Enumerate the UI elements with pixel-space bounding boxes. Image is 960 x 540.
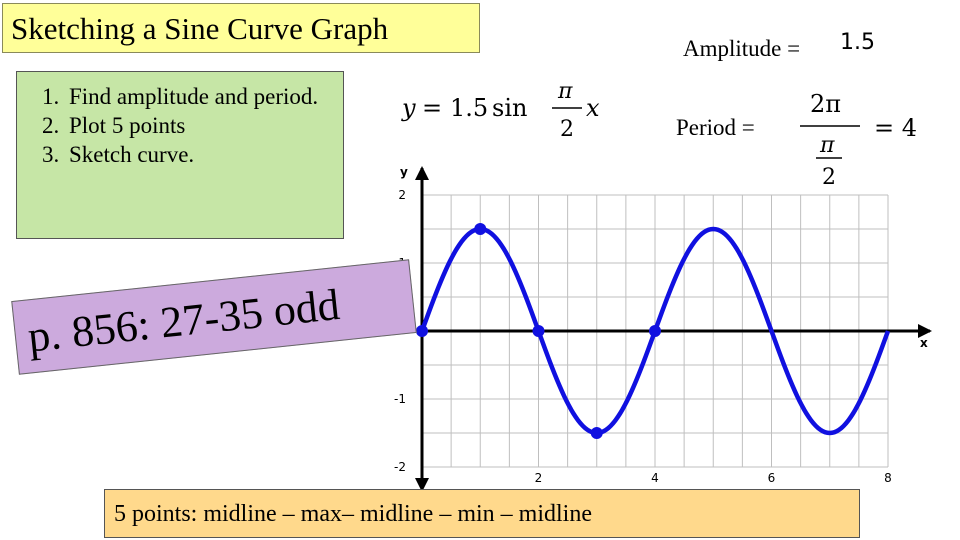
period-inner-num: π [819, 133, 835, 158]
period-inner-den: 2 [822, 165, 836, 190]
period-result: = 4 [874, 114, 917, 142]
y-axis-arrow-down [415, 478, 429, 492]
y-tick-label: -1 [394, 392, 406, 406]
x-tick-label: 2 [535, 471, 543, 485]
y-tick-label: -2 [394, 460, 406, 474]
period-label: Period = [676, 115, 755, 140]
period-equation: 2π π 2 = 4 [770, 86, 940, 202]
step-item: Plot 5 points [65, 111, 337, 140]
step-item: Sketch curve. [65, 140, 337, 169]
x-tick-label: 8 [884, 471, 892, 485]
x-tick-label: 4 [651, 471, 659, 485]
y-axis-label: y [400, 165, 408, 179]
key-point [590, 427, 603, 439]
five-points-note: 5 points: midline – max– midline – min –… [104, 489, 860, 538]
equation-svg: y = 1.5 sin π 2 x [401, 79, 600, 142]
amplitude-value: 1.5 [840, 30, 875, 55]
steps-list: Find amplitude and period. Plot 5 points… [16, 71, 344, 239]
eq-var: x [586, 94, 600, 122]
x-axis-label: x [920, 336, 928, 350]
period-svg: 2π π 2 = 4 [800, 90, 917, 190]
function-equation: y = 1.5 sin π 2 x [400, 76, 620, 162]
slide-title: Sketching a Sine Curve Graph [2, 3, 480, 53]
period-num: 2π [810, 90, 841, 118]
x-tick-label: 6 [768, 471, 776, 485]
key-point [649, 325, 661, 337]
eq-frac-den: 2 [560, 117, 574, 142]
key-points [416, 223, 661, 439]
key-point [474, 223, 487, 235]
key-point [532, 325, 545, 337]
y-tick-label: 2 [398, 188, 406, 202]
step-item: Find amplitude and period. [65, 82, 337, 111]
eq-lhs: y [401, 94, 416, 122]
eq-func: sin [492, 94, 527, 122]
eq-equals: = [422, 94, 442, 122]
amplitude-label: Amplitude = [683, 36, 801, 61]
y-axis-arrow-up [415, 166, 429, 180]
x-axis-arrow [918, 324, 932, 338]
eq-coef: 1.5 [450, 94, 488, 122]
eq-frac-num: π [557, 79, 573, 104]
key-point [416, 325, 428, 337]
